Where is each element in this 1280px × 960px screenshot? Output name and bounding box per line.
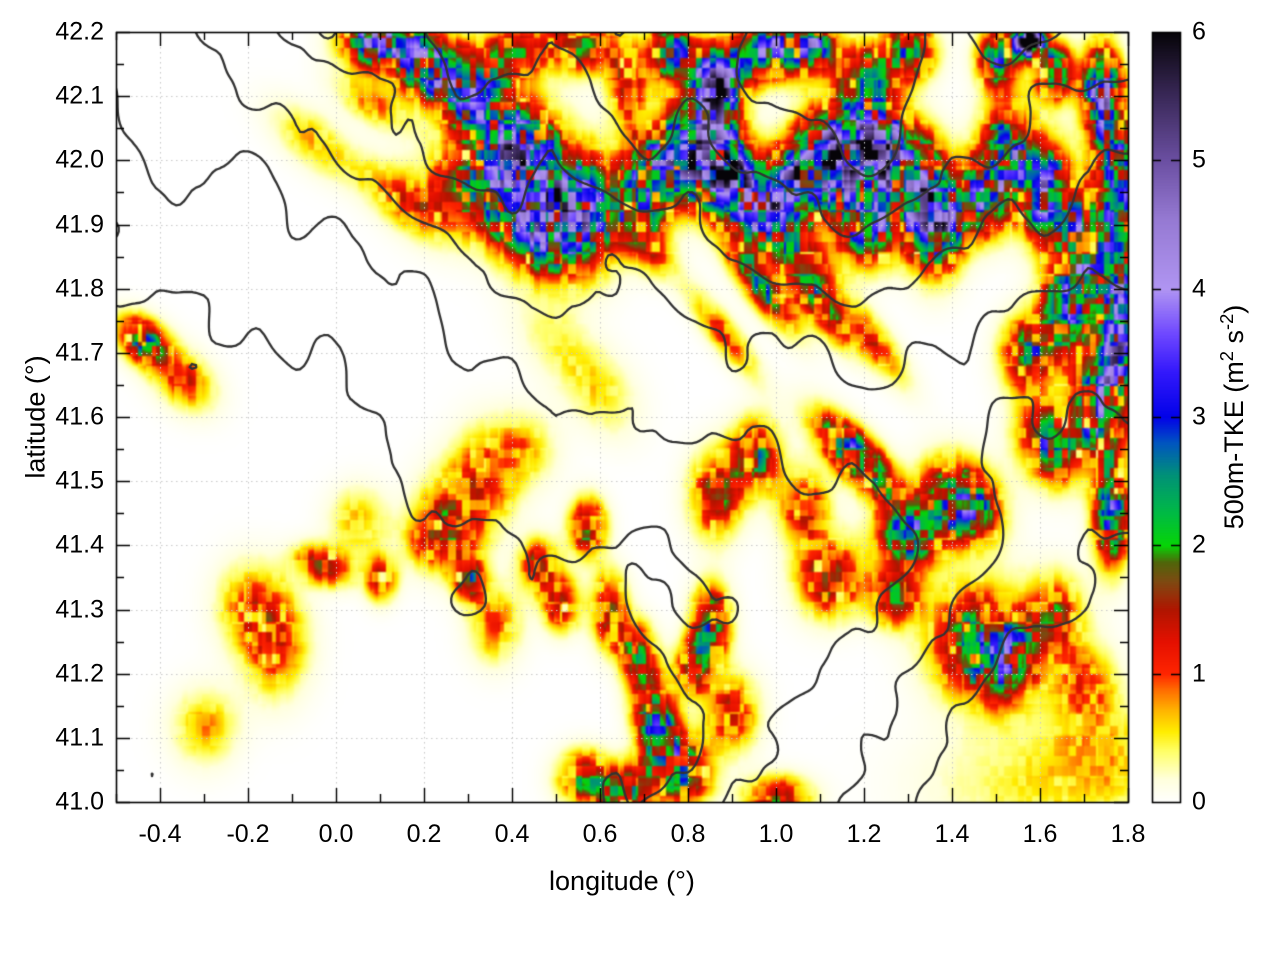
y-tick-label: 41.8 [55, 274, 104, 303]
y-tick-label: 42.2 [55, 17, 104, 46]
colorbar-tick-label: 3 [1192, 402, 1206, 431]
colorbar-tick-label: 2 [1192, 530, 1206, 559]
y-tick-label: 41.0 [55, 787, 104, 816]
y-tick-label: 41.3 [55, 595, 104, 623]
y-tick-label: 41.6 [55, 402, 104, 431]
y-tick-label: 42.0 [55, 145, 104, 174]
colorbar-tick-label: 0 [1192, 787, 1206, 816]
x-tick-label: 1.0 [758, 820, 794, 848]
colorbar-tick-label: 5 [1192, 145, 1206, 174]
colorbar-tick-label: 4 [1192, 274, 1206, 303]
colorbar-label: 500m-TKE (m2 s-2) [1216, 304, 1249, 530]
y-tick-label: 41.9 [55, 210, 104, 238]
y-tick-label: 41.1 [55, 723, 104, 752]
x-tick-label: -0.2 [226, 820, 270, 848]
y-tick-label: 41.4 [55, 530, 104, 559]
x-tick-label: 1.8 [1110, 820, 1146, 848]
colorbar-tick-label: 6 [1192, 17, 1206, 46]
x-tick-label: 0.4 [494, 820, 530, 848]
x-tick-label: 0.8 [670, 820, 706, 848]
x-tick-label: 1.4 [934, 820, 970, 848]
x-tick-label: 1.6 [1022, 820, 1058, 848]
x-tick-label: 0.0 [318, 820, 354, 848]
x-tick-label: -0.4 [138, 820, 182, 848]
x-tick-label: 0.6 [582, 820, 618, 848]
x-tick-label: 1.2 [846, 820, 882, 848]
y-tick-label: 42.1 [55, 81, 104, 110]
y-tick-label: 41.5 [55, 466, 104, 495]
x-tick-label: 0.2 [406, 820, 442, 848]
colorbar-tick-label: 1 [1192, 659, 1206, 688]
y-tick-label: 41.2 [55, 659, 104, 688]
x-axis-label: longitude (°) [549, 866, 695, 896]
y-tick-label: 41.7 [55, 338, 104, 367]
